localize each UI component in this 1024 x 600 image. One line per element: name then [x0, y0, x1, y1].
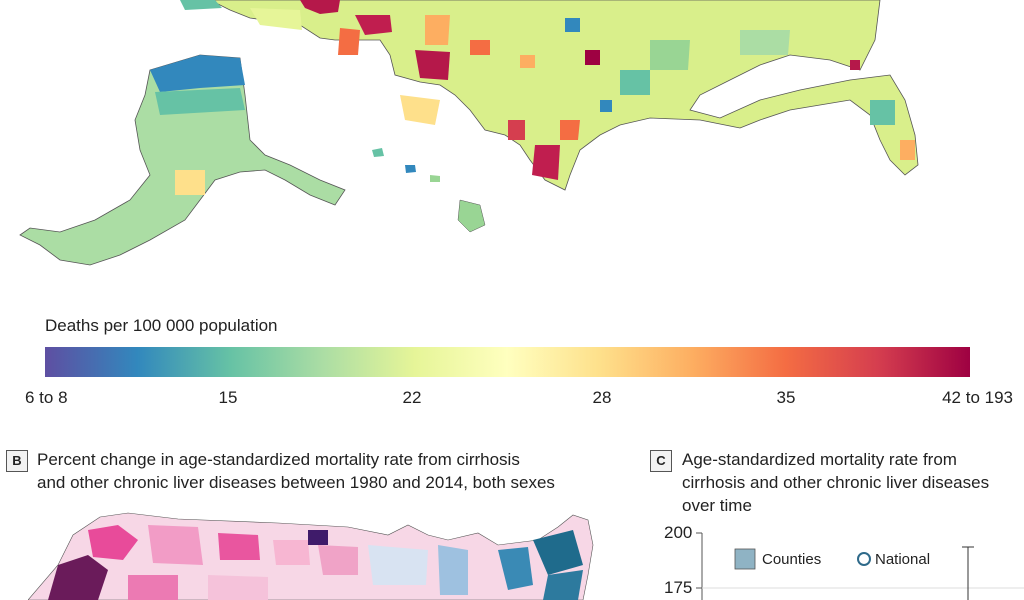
legend-tick-22: 22	[402, 388, 422, 407]
panel-c-title-line1: Age-standardized mortality rate from	[682, 450, 957, 469]
counties-legend-swatch	[734, 548, 756, 570]
national-legend-marker	[857, 552, 871, 566]
panel-b-title-line2: and other chronic liver diseases between…	[37, 473, 555, 492]
hawaii	[372, 148, 486, 233]
panel-b-label: B	[6, 450, 28, 472]
panel-c-title-line3: over time	[682, 496, 752, 515]
legend-tick-35: 35	[776, 388, 796, 407]
panel-c-title: Age-standardized mortality rate from cir…	[682, 448, 989, 517]
county-mortality-map	[19, 0, 919, 266]
percent-change-map	[28, 512, 594, 600]
legend-tick-15: 15	[218, 388, 238, 407]
y-tick-175: 175	[664, 578, 693, 597]
y-tick-200: 200	[664, 523, 693, 542]
panel-b-title-line1: Percent change in age-standardized morta…	[37, 450, 520, 469]
legend-tick-max: 42 to 193	[942, 388, 1013, 407]
national-legend-label: National	[875, 551, 931, 568]
legend-color-bar	[45, 347, 970, 377]
legend-tick-28: 28	[592, 388, 612, 407]
contiguous-us-south	[180, 0, 919, 191]
panel-c-label: C	[650, 450, 672, 472]
alaska	[19, 54, 346, 266]
legend-title: Deaths per 100 000 population	[45, 316, 278, 335]
panel-b-title: Percent change in age-standardized morta…	[37, 448, 555, 494]
panel-c-title-line2: cirrhosis and other chronic liver diseas…	[682, 473, 990, 492]
mortality-over-time-chart	[696, 532, 1024, 600]
counties-legend-label: Counties	[762, 551, 822, 568]
legend-tick-min: 6 to 8	[25, 388, 68, 407]
